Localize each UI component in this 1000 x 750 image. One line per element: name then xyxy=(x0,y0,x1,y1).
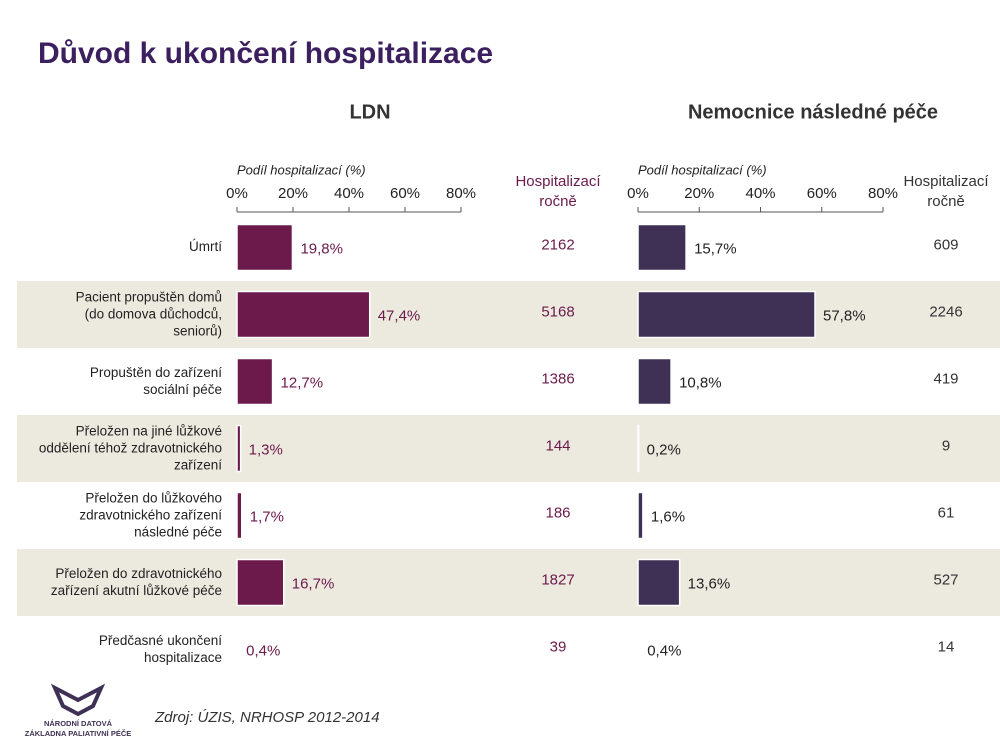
category-label: Přeložen do lůžkového zdravotnického zaří… xyxy=(79,490,222,539)
bar xyxy=(236,625,239,674)
category-label: Úmrtí xyxy=(189,239,222,254)
category-label: Přeložen na jiné lůžkové oddělení téhož z… xyxy=(39,423,222,472)
x-tick-label: 60% xyxy=(807,185,837,202)
x-tick-label: 80% xyxy=(446,185,476,202)
value-label: 1,3% xyxy=(249,441,283,458)
source: Zdroj: ÚZIS, NRHOSP 2012-2014 xyxy=(154,709,380,726)
value-label: 1,7% xyxy=(250,508,284,525)
value-label: 10,8% xyxy=(679,374,722,391)
bar xyxy=(637,424,640,473)
logo-text: ZÁKLADNA PALIATIVNÍ PÉČE xyxy=(25,729,132,738)
column-header: Hospitalizací ročně xyxy=(515,173,601,210)
x-tick-label: 20% xyxy=(684,185,714,202)
row-backgrounds xyxy=(17,281,1000,616)
value-label: 13,6% xyxy=(688,575,731,592)
value-label: 0,4% xyxy=(246,642,280,659)
count-cell: 144 xyxy=(545,437,570,454)
bar xyxy=(637,357,672,406)
chart-title: Nemocnice následné péče xyxy=(688,101,938,123)
category-label: Pacient propuštěn domů (do domova důchodc… xyxy=(76,289,222,338)
bar xyxy=(637,290,816,339)
row-band xyxy=(17,281,1000,348)
column-header: Hospitalizací ročně xyxy=(903,173,989,210)
bar xyxy=(236,424,242,473)
x-tick-label: 60% xyxy=(390,185,420,202)
bar xyxy=(637,491,644,540)
count-cell: 5168 xyxy=(541,303,574,320)
count-cell: 2246 xyxy=(929,303,962,320)
x-tick-label: 0% xyxy=(627,185,649,202)
row-band xyxy=(17,549,1000,616)
category-label: Přeložen do zdravotnického zařízení akutn… xyxy=(51,566,222,598)
count-cell: 9 xyxy=(942,437,950,454)
value-label: 15,7% xyxy=(694,240,737,257)
bar xyxy=(637,558,681,607)
count-cell: 61 xyxy=(938,504,955,521)
value-label: 16,7% xyxy=(292,575,335,592)
count-cell: 1386 xyxy=(541,370,574,387)
count-cell: 1827 xyxy=(541,571,574,588)
x-tick-label: 80% xyxy=(868,185,898,202)
bar xyxy=(637,223,687,272)
value-label: 0,4% xyxy=(647,642,681,659)
value-label: 1,6% xyxy=(651,508,685,525)
bar xyxy=(236,223,294,272)
bar xyxy=(236,357,274,406)
count-cell: 2162 xyxy=(541,236,574,253)
count-cell: 419 xyxy=(933,370,958,387)
count-cell: 527 xyxy=(933,571,958,588)
count-cell: 39 xyxy=(550,638,567,655)
slide-title: Důvod k ukončení hospitalizace xyxy=(38,37,493,70)
x-tick-label: 0% xyxy=(226,185,248,202)
bar xyxy=(236,558,285,607)
category-label: Propuštěn do zařízení sociální péče xyxy=(90,365,222,397)
bar xyxy=(236,491,243,540)
axis-title: Podíl hospitalizací (%) xyxy=(237,162,366,177)
value-label: 12,7% xyxy=(281,374,324,391)
axis-title: Podíl hospitalizací (%) xyxy=(638,162,767,177)
x-tick-label: 40% xyxy=(334,185,364,202)
row-band xyxy=(17,415,1000,482)
category-label: Předčasné ukončení hospitalizace xyxy=(99,633,222,665)
logo-text: NÁRODNÍ DATOVÁ xyxy=(44,719,113,728)
bar xyxy=(236,290,371,339)
x-tick-label: 40% xyxy=(745,185,775,202)
value-label: 0,2% xyxy=(647,441,681,458)
value-label: 19,8% xyxy=(300,240,343,257)
count-cell: 609 xyxy=(933,236,958,253)
value-label: 57,8% xyxy=(823,307,866,324)
count-cell: 14 xyxy=(938,638,955,655)
x-tick-label: 20% xyxy=(278,185,308,202)
chart-title: LDN xyxy=(349,101,390,123)
value-label: 47,4% xyxy=(378,307,421,324)
bar xyxy=(637,625,640,674)
logo: NÁRODNÍ DATOVÁ ZÁKLADNA PALIATIVNÍ PÉČE xyxy=(25,683,132,738)
count-cell: 186 xyxy=(545,504,570,521)
logo-icon xyxy=(50,683,106,717)
